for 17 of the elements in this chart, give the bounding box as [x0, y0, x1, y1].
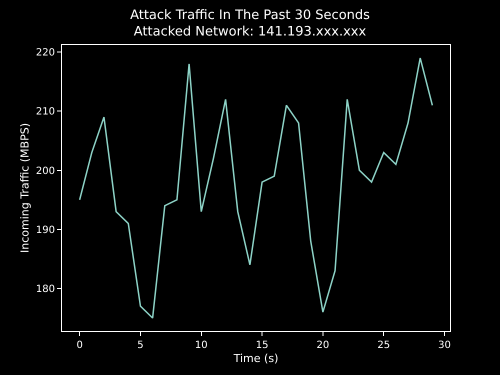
y-axis-title: Incoming Traffic (MBPS) — [18, 123, 32, 253]
x-tick-label: 0 — [76, 340, 83, 351]
x-tick-label: 20 — [316, 340, 330, 351]
line-series — [78, 57, 434, 319]
y-tick-label: 200 — [36, 166, 55, 177]
x-tick-label: 25 — [377, 340, 390, 351]
chart-subtitle: Attacked Network: 141.193.xxx.xxx — [134, 24, 366, 40]
y-tick-label: 190 — [36, 224, 55, 236]
x-tick-label: 5 — [137, 340, 144, 351]
x-axis-title: Time (s) — [232, 352, 278, 366]
x-tick-label: 10 — [194, 340, 208, 351]
y-tick-label: 220 — [36, 48, 55, 59]
chart-title: Attack Traffic In The Past 30 Seconds — [130, 8, 370, 23]
x-tick-label: 30 — [438, 340, 451, 351]
y-tick-label: 210 — [36, 106, 55, 118]
x-tick-label: 15 — [256, 340, 268, 351]
y-tick-label: 180 — [36, 284, 55, 295]
